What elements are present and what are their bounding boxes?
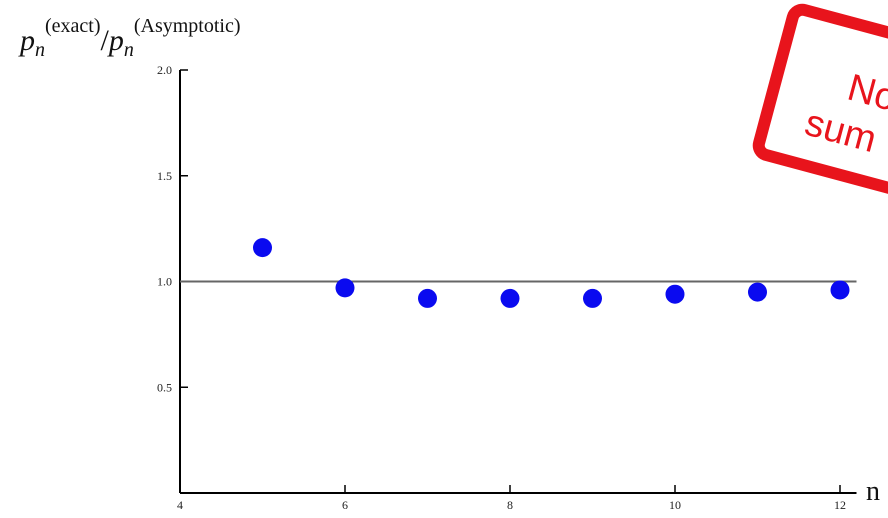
- point: [253, 238, 272, 258]
- point: [500, 288, 520, 308]
- point: [665, 284, 685, 304]
- label-part: p: [107, 24, 124, 57]
- point: [748, 282, 767, 302]
- stamp-frame: [752, 3, 888, 203]
- x-tick-label: 10: [669, 498, 681, 512]
- point: [830, 280, 850, 300]
- y-tick-label: 1.0: [157, 275, 172, 289]
- label-part: n: [35, 39, 45, 61]
- x-tick-label: 4: [177, 498, 183, 512]
- label-part: n: [124, 39, 134, 61]
- label-part: p: [18, 24, 35, 57]
- stamp: No sum: [752, 3, 888, 203]
- x-tick-label: 12: [834, 498, 846, 512]
- y-tick-label: 0.5: [157, 380, 172, 394]
- y-tick-label: 1.5: [157, 169, 172, 183]
- point: [583, 288, 602, 308]
- y-axis-label: pn(exact)/pn(Asymptotic): [18, 15, 241, 61]
- label-part: /: [101, 24, 110, 57]
- point: [418, 288, 437, 308]
- x-tick-label: 8: [507, 498, 513, 512]
- x-axis-label: n: [866, 476, 880, 507]
- label-part: (Asymptotic): [134, 15, 241, 37]
- x-tick-label: 6: [342, 498, 348, 512]
- point: [335, 278, 355, 298]
- y-tick-label: 2.0: [157, 63, 172, 77]
- label-part: (exact): [45, 15, 101, 37]
